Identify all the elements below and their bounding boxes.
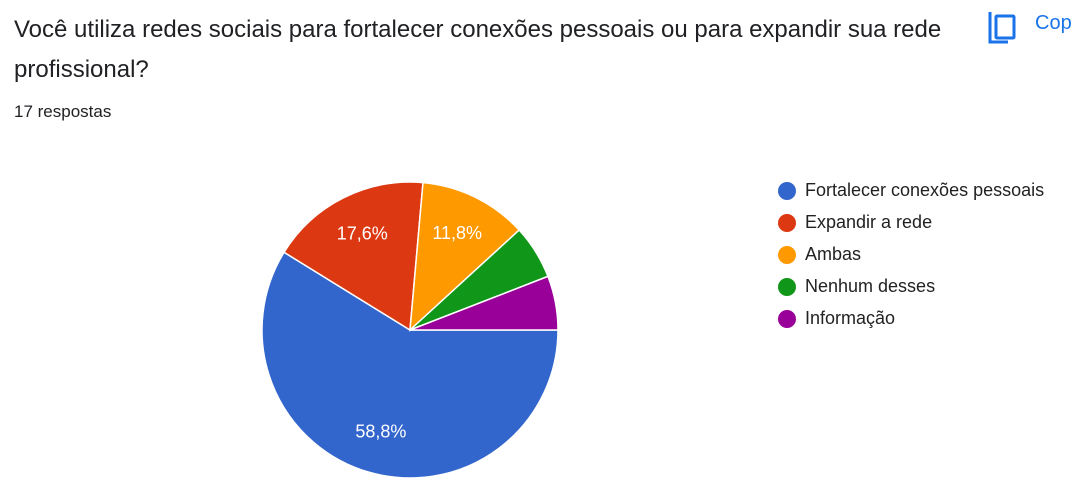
copy-button[interactable]: Cop [1035,12,1072,34]
legend-label: Fortalecer conexões pessoais [805,180,1044,200]
legend-label: Ambas [805,244,861,264]
copy-icon[interactable] [988,12,1016,44]
legend-swatch [778,310,796,328]
legend-label: Expandir a rede [805,212,932,232]
legend-swatch [778,278,796,296]
legend-label: Informação [805,308,895,328]
legend-swatch [778,182,796,200]
response-count: 17 respostas [14,102,112,121]
pie-slice [283,181,424,332]
legend-swatch [778,214,796,232]
question-title: Você utiliza redes sociais para fortalec… [14,16,942,83]
slice-label: 17,6% [337,224,388,244]
legend-label: Nenhum desses [805,276,935,296]
pie-slice [261,251,559,479]
slice-label: 58,8% [355,421,406,441]
pie-slice [409,181,521,332]
legend-swatch [778,246,796,264]
slice-label: 11,8% [432,223,482,243]
pie-slice [409,275,559,331]
